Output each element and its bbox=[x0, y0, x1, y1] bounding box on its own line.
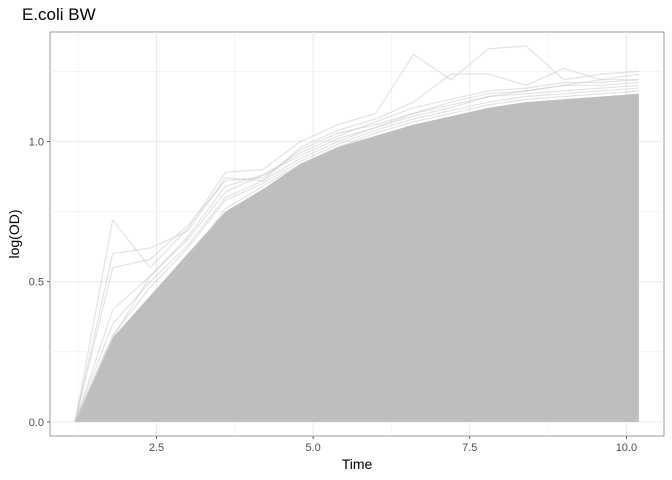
curve-envelope-band bbox=[75, 93, 639, 422]
x-tick-label: 10.0 bbox=[616, 442, 637, 454]
x-tick-label: 5.0 bbox=[305, 442, 320, 454]
x-tick-label: 2.5 bbox=[149, 442, 164, 454]
y-axis-title: log(OD) bbox=[6, 209, 22, 258]
x-axis-ticks: 2.5 5.0 7.5 10.0 bbox=[149, 436, 637, 454]
chart-title: E.coli BW bbox=[22, 5, 96, 24]
y-tick-label: 0.5 bbox=[29, 277, 44, 289]
series-line-5 bbox=[74, 87, 639, 423]
x-tick-label: 7.5 bbox=[462, 442, 477, 454]
series-line-2 bbox=[74, 67, 639, 423]
x-axis-title: Time bbox=[342, 456, 373, 472]
series-line-8 bbox=[74, 81, 639, 423]
series-lines-layer bbox=[74, 45, 639, 423]
series-line-4 bbox=[74, 84, 639, 423]
plot-border bbox=[49, 31, 665, 437]
y-tick-label: 0.0 bbox=[29, 417, 44, 429]
series-line-1 bbox=[74, 45, 639, 423]
curve-envelope-layer bbox=[75, 93, 639, 422]
series-line-7 bbox=[74, 90, 639, 423]
y-axis-ticks: 0.0 0.5 1.0 bbox=[29, 136, 50, 429]
y-tick-label: 1.0 bbox=[29, 136, 44, 148]
